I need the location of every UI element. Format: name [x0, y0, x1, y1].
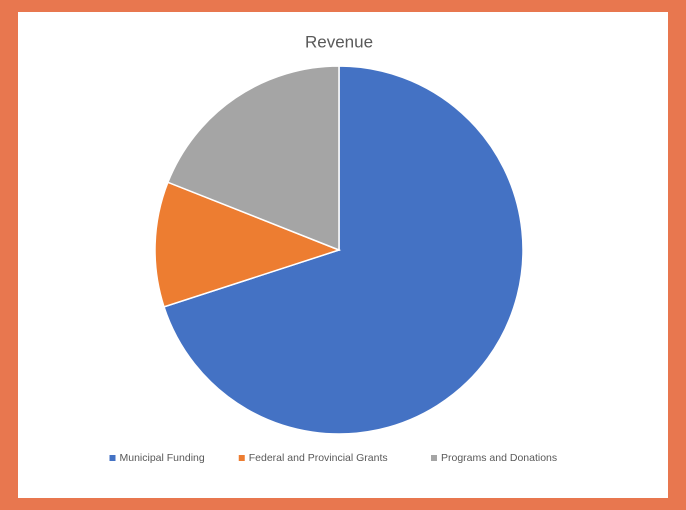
legend-swatch	[109, 455, 116, 461]
legend-label: Federal and Provincial Grants	[249, 452, 388, 464]
legend-label: Municipal Funding	[120, 452, 205, 464]
pie-slice	[154, 181, 342, 308]
pie-slice	[166, 65, 340, 252]
chart-panel: Revenue Municipal Funding Federal and Pro…	[18, 12, 668, 498]
legend-label: Programs and Donations	[441, 452, 557, 464]
chart: Revenue Municipal Funding Federal and Pro…	[109, 32, 557, 464]
legend-swatch	[238, 455, 245, 461]
chart-title: Revenue	[305, 32, 373, 51]
pie-slice	[163, 65, 524, 435]
legend-swatch	[431, 455, 437, 461]
